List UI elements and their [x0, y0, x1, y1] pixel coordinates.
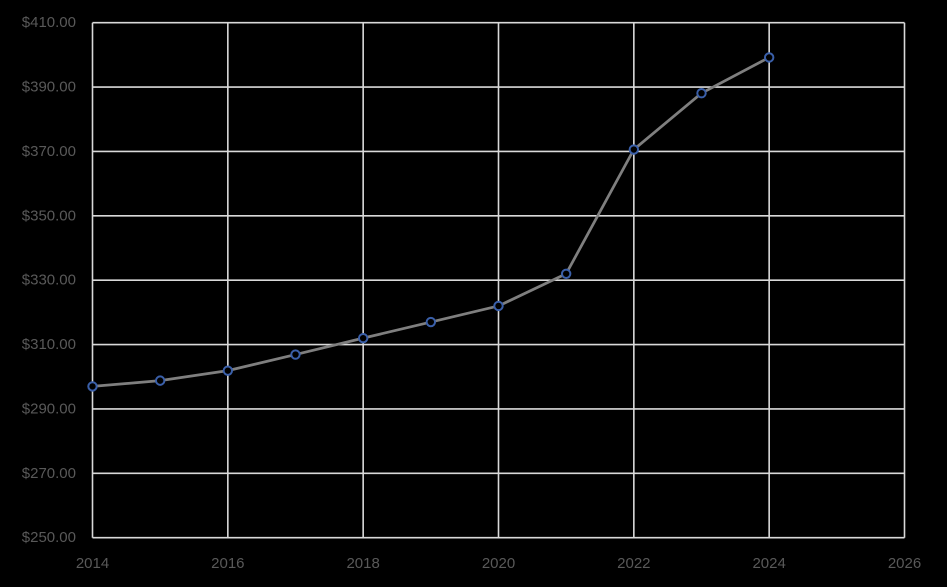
x-axis-tick-label: 2020: [482, 555, 515, 572]
y-axis-tick-label: $370.00: [22, 143, 76, 160]
data-point-marker: [763, 52, 775, 63]
data-point-marker: [493, 300, 504, 312]
y-axis-tick-label: $410.00: [22, 14, 76, 31]
x-axis-tick-label: 2024: [752, 555, 785, 572]
data-point-marker: [425, 316, 437, 328]
x-axis-tick-label: 2026: [888, 555, 921, 572]
data-point-marker: [357, 332, 369, 344]
x-axis-tick-label: 2016: [211, 555, 244, 572]
y-axis-tick-label: $330.00: [22, 272, 76, 289]
data-point-marker: [696, 87, 707, 99]
data-point-marker: [290, 349, 301, 360]
data-point-marker: [560, 268, 572, 279]
x-axis-tick-label: 2018: [346, 555, 379, 572]
y-axis-tick-label: $350.00: [22, 207, 76, 224]
x-axis-tick-label: 2014: [76, 555, 109, 572]
y-axis-tick-label: $250.00: [22, 529, 76, 546]
data-point-marker: [222, 365, 234, 376]
data-point-marker: [87, 381, 98, 392]
y-axis-tick-label: $290.00: [22, 400, 76, 417]
data-point-marker: [628, 144, 640, 155]
y-axis-tick-label: $270.00: [22, 465, 76, 482]
x-axis-tick-label: 2022: [617, 555, 650, 572]
data-point-marker: [154, 375, 166, 386]
y-axis-tick-label: $310.00: [22, 336, 76, 353]
y-axis-tick-label: $390.00: [22, 79, 76, 96]
